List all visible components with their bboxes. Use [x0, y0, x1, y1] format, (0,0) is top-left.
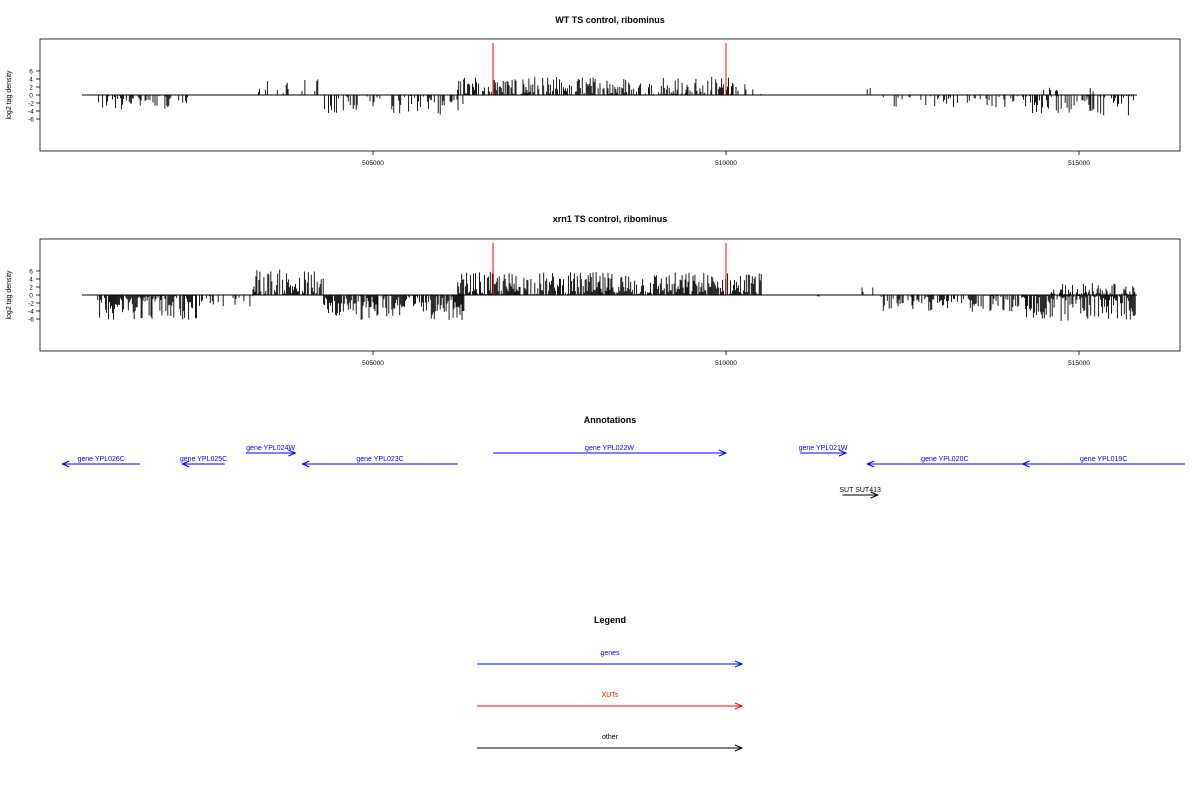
feature-arrow-head: [61, 460, 70, 468]
legend-label: XUTs: [602, 692, 619, 699]
legend-items: genes XUTs other: [477, 650, 744, 752]
x-tick-label: 505000: [362, 360, 384, 367]
feature-arrow-head: [181, 460, 190, 468]
x-tick-label: 510000: [715, 160, 737, 167]
feature-label: gene YPL019C: [1080, 456, 1127, 463]
feature-label: gene YPL022W: [585, 445, 634, 452]
legend-arrow-head: [734, 702, 744, 710]
y-tick-label: 6: [29, 68, 33, 75]
wt-y-axis-label: log2 tag density: [6, 70, 13, 120]
xrn1-xut-markers: [492, 243, 727, 295]
legend-label: genes: [600, 650, 620, 657]
xrn1-x-ticks: 505000 510000 515000: [362, 351, 1090, 367]
y-tick-label: 4: [29, 76, 33, 83]
annotation-feature: gene YPL026C: [61, 456, 141, 468]
feature-arrow-head: [865, 460, 875, 468]
feature-label: gene YPL026C: [78, 456, 125, 463]
annotations-track: Annotations gene YPL026C gene YPL025Cgene…: [61, 415, 1185, 499]
wt-x-ticks: 505000 510000 515000: [362, 151, 1090, 167]
annotation-feature: gene YPL020C: [865, 456, 1023, 468]
feature-arrow-head: [288, 449, 297, 457]
feature-arrow-head: [718, 449, 728, 457]
xrn1-panel-title: xrn1 TS control, ribominus: [553, 214, 668, 224]
legend-item: other: [477, 734, 744, 752]
wt-coverage-panel: WT TS control, ribominus log2 tag densit…: [6, 15, 1181, 167]
y-tick-label: 2: [29, 284, 33, 291]
wt-panel-title: WT TS control, ribominus: [555, 15, 665, 25]
legend-label: other: [602, 734, 619, 741]
y-tick-label: 4: [29, 276, 33, 283]
legend-item: XUTs: [477, 692, 744, 710]
feature-arrow-head: [838, 449, 848, 457]
wt-xut-markers: [492, 43, 727, 95]
annotation-feature: SUT SUT413: [839, 487, 881, 499]
feature-label: SUT SUT413: [839, 487, 881, 494]
feature-arrow-head: [1021, 460, 1030, 468]
feature-label: gene YPL024W: [246, 445, 295, 452]
y-tick-label: 6: [29, 268, 33, 275]
y-tick-label: -4: [28, 108, 34, 115]
x-tick-label: 505000: [362, 160, 384, 167]
feature-arrow-head: [870, 491, 880, 499]
annotation-feature: gene YPL022W: [493, 445, 728, 457]
feature-label: gene YPL025C: [180, 456, 227, 463]
x-tick-label: 515000: [1068, 360, 1090, 367]
y-tick-label: 2: [29, 84, 33, 91]
x-tick-label: 510000: [715, 360, 737, 367]
y-tick-label: -6: [28, 316, 34, 323]
annotation-feature: gene YPL019C: [1021, 456, 1185, 468]
annotations-title: Annotations: [584, 415, 637, 425]
y-tick-label: 0: [29, 292, 33, 299]
annotation-feature: gene YPL023C: [301, 456, 458, 468]
xrn1-y-axis-label: log2 tag density: [6, 270, 13, 320]
annotation-feature: gene YPL021W: [799, 445, 848, 457]
y-tick-label: -2: [28, 300, 34, 307]
feature-label: gene YPL020C: [921, 456, 968, 463]
legend-arrow-head: [734, 660, 744, 668]
y-tick-label: 0: [29, 92, 33, 99]
annotation-features: gene YPL026C gene YPL025C gene YPL024W gene…: [61, 445, 1185, 499]
feature-label: gene YPL023C: [356, 456, 403, 463]
annotation-feature: gene YPL025C: [180, 456, 227, 468]
xrn1-coverage-panel: xrn1 TS control, ribominus log2 tag dens…: [6, 214, 1181, 367]
x-tick-label: 515000: [1068, 160, 1090, 167]
feature-label: gene YPL021W: [799, 445, 848, 452]
y-tick-label: -2: [28, 100, 34, 107]
legend-item: genes: [477, 650, 744, 668]
legend-arrow-head: [734, 744, 744, 752]
feature-arrow-head: [301, 460, 310, 468]
y-tick-label: -6: [28, 116, 34, 123]
legend-title: Legend: [594, 615, 626, 625]
annotation-feature: gene YPL024W: [245, 445, 297, 457]
y-tick-label: -4: [28, 308, 34, 315]
legend: Legend genes XUTs other: [477, 615, 744, 752]
